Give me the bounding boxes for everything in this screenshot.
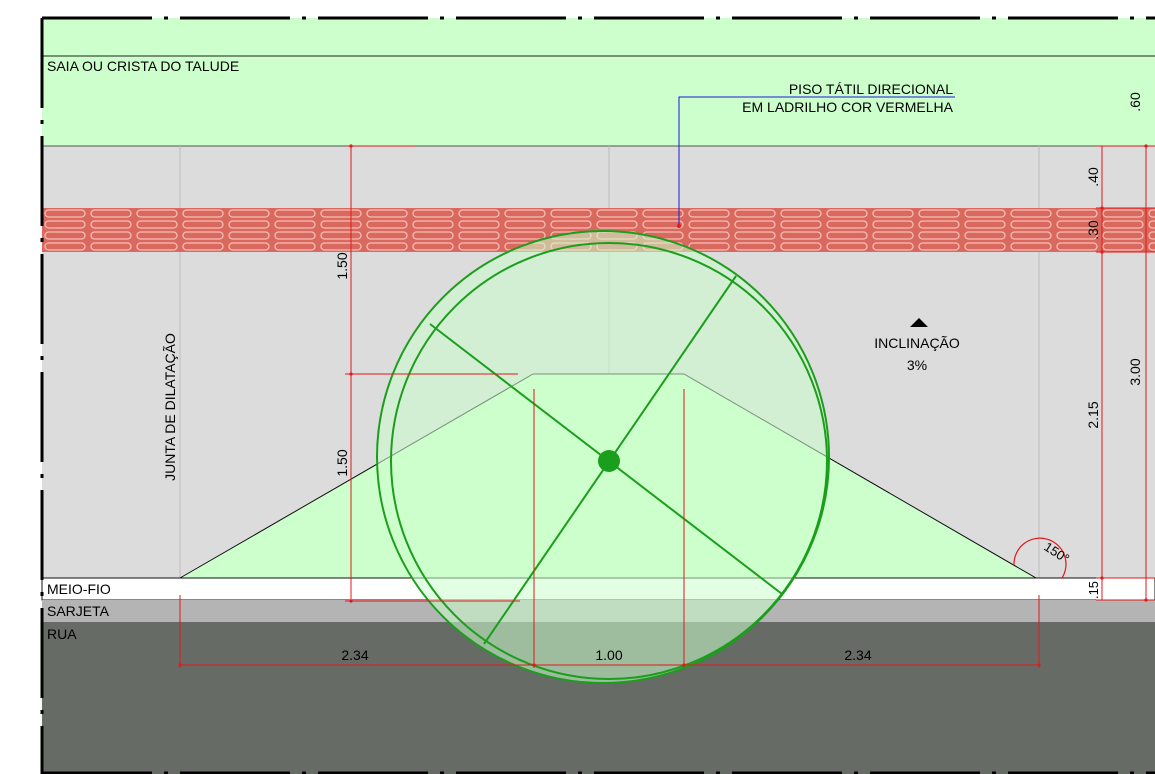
dimension-ticks (178, 144, 1148, 667)
joint-label: JUNTA DE DILATAÇÃO (162, 333, 178, 481)
wheelchair-turning-circle (376, 230, 830, 684)
dim-right-300: 3.00 (1127, 358, 1143, 385)
dim-right-30: .30 (1085, 220, 1101, 240)
inclination-arrow-icon (910, 318, 928, 327)
dim-bottom-left: 2.34 (341, 647, 368, 663)
grass-zone (42, 18, 1155, 146)
tactile-label-line1: PISO TÁTIL DIRECIONAL (789, 81, 953, 97)
dim-right-215: 2.15 (1085, 401, 1101, 428)
angle-arc (1013, 537, 1067, 579)
dim-right-60: .60 (1127, 92, 1143, 112)
curb-label: MEIO-FIO (47, 581, 111, 597)
gutter-label: SARJETA (47, 603, 110, 619)
street-label: RUA (47, 626, 77, 642)
tactile-leader (678, 96, 955, 226)
slope-edge-label: SAIA OU CRISTA DO TALUDE (47, 58, 239, 74)
dim-bottom-right: 2.34 (844, 647, 871, 663)
inclination-value: 3% (907, 357, 927, 373)
dimension-lines (179, 145, 1155, 668)
dim-right-40: .40 (1085, 167, 1101, 187)
inclination-label: INCLINAÇÃO (874, 335, 960, 351)
tactile-label-line2: EM LADRILHO COR VERMELHA (742, 99, 953, 115)
dim-right-15: .15 (1086, 581, 1101, 599)
center-point (598, 450, 620, 472)
dim-ramp-upper: 1.50 (334, 252, 350, 279)
dim-bottom-center: 1.00 (595, 647, 622, 663)
tactile-leader-dot (677, 224, 681, 228)
dim-ramp-lower: 1.50 (334, 449, 350, 476)
